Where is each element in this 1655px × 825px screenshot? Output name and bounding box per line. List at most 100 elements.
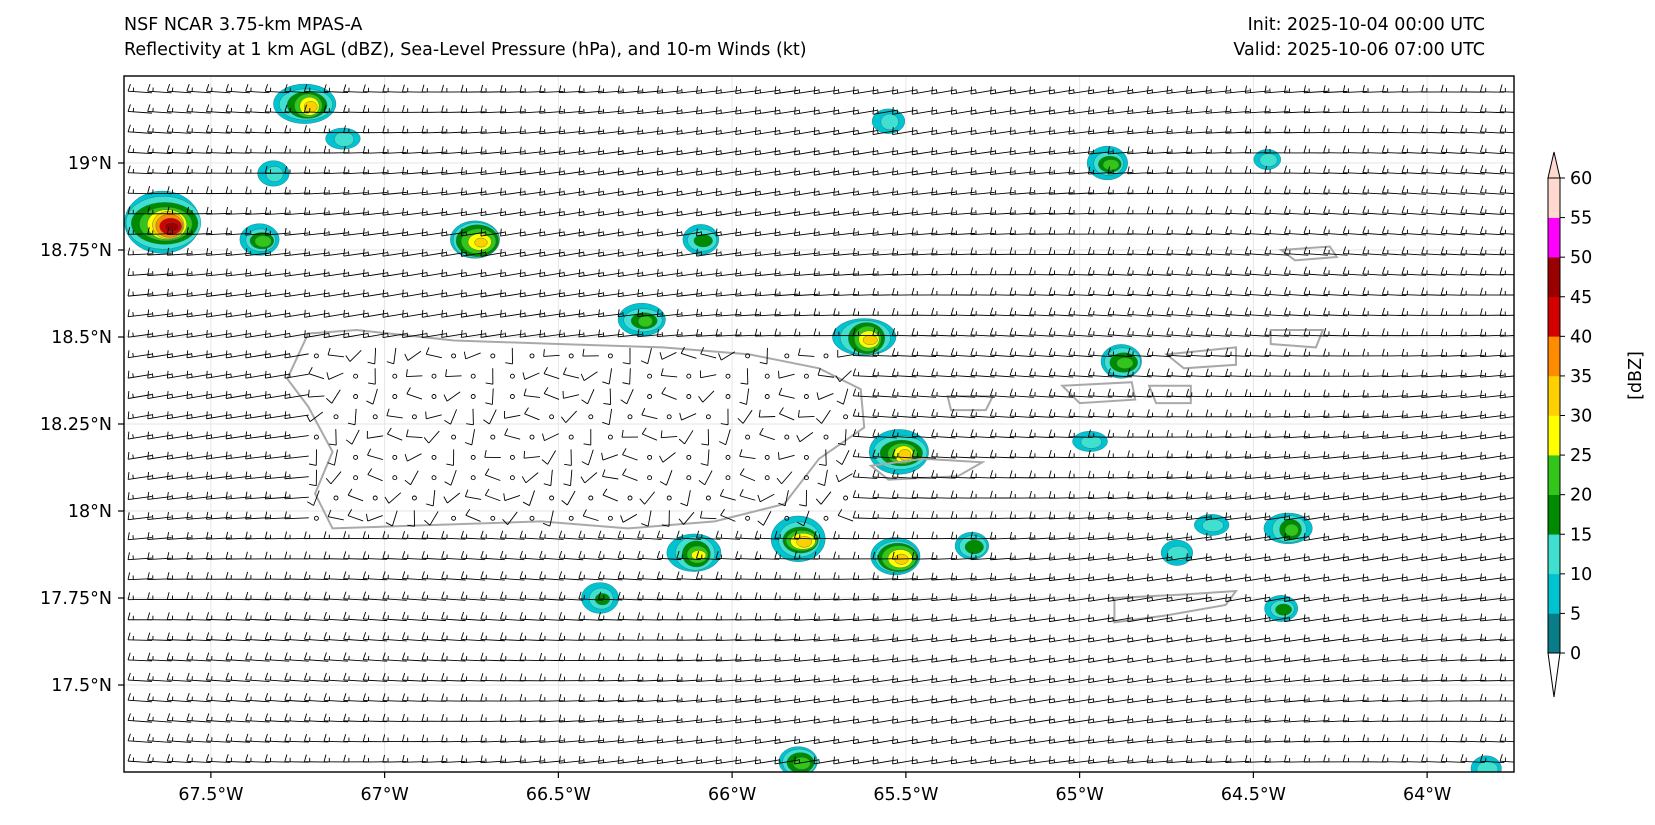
wind-barb	[147, 632, 172, 641]
storm-cell	[832, 318, 897, 356]
wind-barb	[1166, 368, 1191, 378]
wind-barb	[1244, 266, 1270, 276]
wind-barb	[1499, 451, 1514, 460]
wind-barb	[1401, 145, 1427, 154]
calm-wind-marker	[313, 353, 319, 359]
wind-barb	[561, 490, 576, 506]
wind-barb	[1283, 287, 1309, 297]
wind-barb	[166, 632, 192, 642]
wind-barb	[421, 611, 447, 622]
wind-barb	[660, 368, 678, 378]
colorbar-tick-label: 55	[1570, 209, 1592, 229]
wind-barb	[404, 470, 419, 486]
wind-barb	[1381, 145, 1407, 154]
calm-wind-marker	[431, 454, 437, 460]
wind-barb	[519, 611, 545, 621]
wind-barb	[836, 388, 849, 405]
wind-barb	[284, 370, 309, 379]
wind-barb	[637, 571, 662, 581]
calm-wind-marker	[470, 394, 476, 399]
wind-barb	[739, 488, 756, 501]
wind-barb	[793, 530, 819, 540]
wind-barb	[343, 591, 368, 601]
wind-barb	[797, 409, 815, 418]
calm-wind-marker	[470, 454, 476, 460]
wind-barb	[1362, 266, 1387, 276]
calm-wind-marker	[764, 373, 770, 379]
wind-barb	[499, 632, 525, 642]
wind-barb	[147, 83, 172, 94]
x-tick-label: 66°W	[708, 785, 756, 805]
wind-barb	[1205, 348, 1231, 357]
wind-barb	[1146, 388, 1172, 398]
wind-barb	[1264, 226, 1289, 236]
wind-barb	[739, 449, 756, 459]
calm-wind-marker	[431, 394, 437, 399]
wind-barb	[1499, 246, 1514, 255]
tortola-coast	[1163, 346, 1237, 370]
wind-barb	[911, 469, 937, 479]
calm-wind-marker	[411, 414, 417, 420]
st-john-coast	[1147, 384, 1192, 405]
wind-barb	[718, 351, 736, 361]
wind-barb	[1048, 429, 1074, 438]
wind-barb	[421, 591, 447, 601]
wind-barb	[950, 470, 976, 479]
wind-barb	[970, 347, 995, 358]
wind-barb	[911, 490, 937, 499]
wind-barb	[835, 473, 853, 483]
wind-barb	[1029, 388, 1054, 398]
wind-barb	[1087, 307, 1113, 317]
wind-barb	[1283, 185, 1309, 195]
wind-barb	[560, 410, 577, 423]
calm-wind-marker	[745, 353, 751, 359]
wind-barb	[323, 84, 349, 93]
wind-barb	[1225, 368, 1250, 377]
wind-barb	[1244, 307, 1270, 317]
calm-wind-marker	[647, 475, 653, 481]
wind-barb	[817, 469, 828, 486]
wind-barb	[1421, 226, 1446, 236]
reflectivity-contour	[1102, 159, 1120, 171]
storm-cell	[1086, 145, 1128, 181]
wind-barb	[362, 571, 388, 581]
wind-barb	[1342, 205, 1368, 216]
wind-barb	[1029, 307, 1054, 317]
wind-barb	[309, 449, 317, 466]
wind-barb	[852, 348, 878, 357]
wind-barb	[225, 124, 251, 134]
wind-barb	[539, 591, 564, 601]
wind-barb	[931, 408, 956, 419]
calm-wind-marker	[353, 475, 359, 481]
wind-barb	[284, 104, 309, 114]
wind-barb	[970, 470, 995, 479]
wind-barb	[797, 348, 815, 357]
wind-barb	[698, 470, 713, 486]
wind-barb	[421, 551, 447, 560]
wind-barb	[308, 469, 317, 487]
wind-barb	[382, 591, 407, 601]
wind-barb	[718, 429, 731, 446]
wind-barb	[401, 551, 427, 560]
wind-barb	[950, 307, 976, 317]
wind-barb	[700, 347, 717, 359]
wind-barb	[441, 571, 466, 581]
reflectivity-contour	[334, 131, 355, 147]
wind-barb	[1166, 347, 1191, 358]
wind-barb	[284, 390, 309, 399]
wind-barb	[466, 408, 474, 426]
wind-barb	[558, 571, 584, 581]
wind-barb	[402, 632, 427, 642]
wind-barb	[911, 449, 937, 459]
wind-barb	[578, 550, 603, 561]
wind-barb	[990, 368, 1015, 378]
wind-barb	[386, 347, 397, 365]
wind-barb	[661, 387, 677, 400]
wind-barb	[1068, 368, 1093, 378]
wind-barb	[659, 352, 677, 360]
wind-barb	[1499, 390, 1514, 399]
wind-barb	[426, 489, 436, 507]
wind-barb	[402, 611, 427, 622]
wind-barb	[539, 530, 564, 540]
colorbar-extend-min	[1547, 652, 1561, 698]
